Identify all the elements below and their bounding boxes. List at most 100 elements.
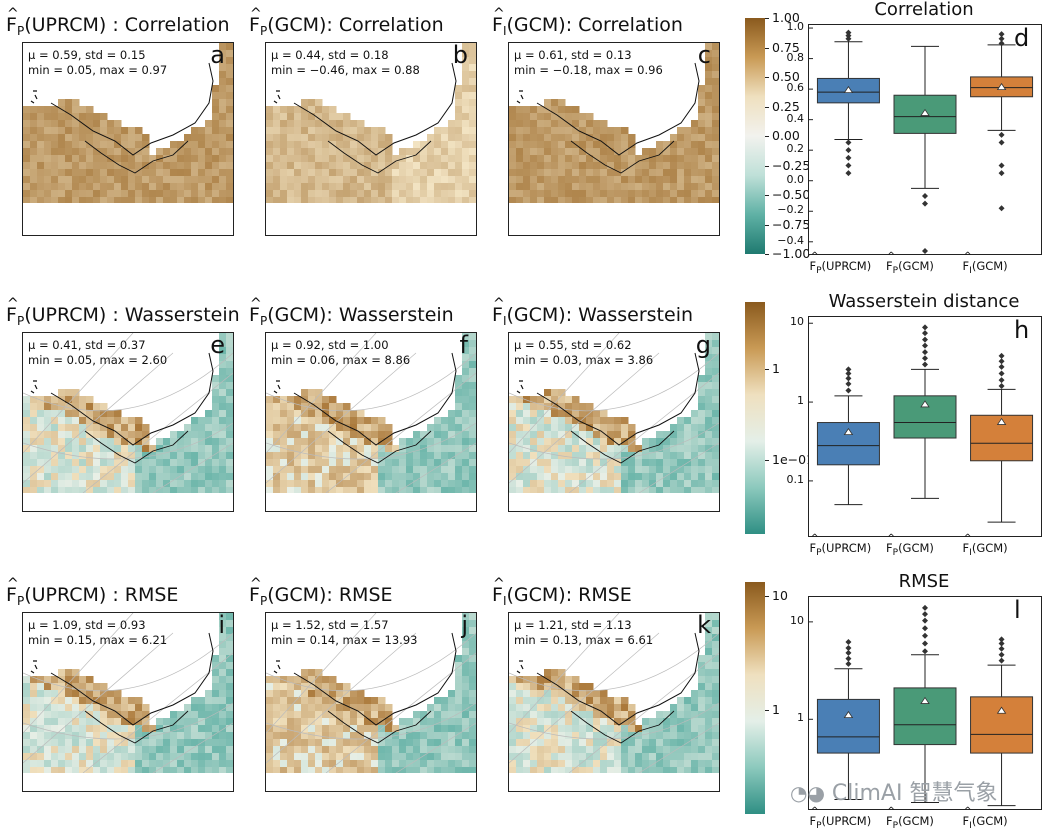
x-tick-F-hat: F xyxy=(886,806,895,828)
outlier-point xyxy=(922,355,928,362)
boxplot-panel-label: d xyxy=(1014,24,1030,52)
panel-title-k: FI(GCM): RMSE xyxy=(492,573,632,612)
panel-stats-mean-std: μ = 1.09, std = 0.93 xyxy=(28,618,146,632)
panel-stats-mean-std: μ = 0.55, std = 0.62 xyxy=(514,338,632,352)
outlier-point xyxy=(998,205,1005,212)
box-1 xyxy=(893,45,957,254)
outlier-point xyxy=(998,352,1005,359)
watermark-text: ClimAI 智慧气象 xyxy=(831,781,998,806)
mean-marker xyxy=(996,706,1007,714)
outlier-point xyxy=(845,387,852,394)
outlier-point xyxy=(922,604,928,611)
x-tick-source: (GCM) xyxy=(971,814,1008,828)
boxplot-panel-l xyxy=(808,596,1042,810)
panel-label: g xyxy=(695,332,711,359)
outlier-point xyxy=(998,645,1005,652)
colorbar-tick-mark xyxy=(765,369,769,371)
outlier-point xyxy=(998,358,1005,365)
watermark: ◔◕ ClimAI 智慧气象 xyxy=(790,775,997,807)
panel-label: c xyxy=(697,42,711,69)
y-tick-label: 0.0 xyxy=(786,172,805,186)
box-iqr xyxy=(816,698,880,754)
outlier-point xyxy=(998,31,1005,38)
panel-label: k xyxy=(697,612,711,639)
map-panel-g: μ = 0.55, std = 0.62 min = 0.03, max = 3.… xyxy=(508,332,720,512)
outlier-point xyxy=(922,247,928,254)
panel-stats-min-max: min = 0.14, max = 13.93 xyxy=(271,633,418,647)
panel-a-F-hat: F xyxy=(6,3,19,36)
boxplot-panel-label: h xyxy=(1014,316,1030,344)
panel-stats-mean-std: μ = 0.61, std = 0.13 xyxy=(514,48,632,62)
x-tick-F-hat: F xyxy=(886,533,895,555)
outlier-point xyxy=(922,632,928,639)
outlier-point xyxy=(845,644,852,651)
box-0 xyxy=(816,29,880,177)
outlier-point xyxy=(845,154,852,161)
outlier-point xyxy=(998,363,1005,370)
x-tick-source: (GCM) xyxy=(898,814,934,828)
x-tick-subscript: I xyxy=(969,266,972,276)
panel-title-a: FP(UPRCM) : Correlation xyxy=(6,3,230,42)
outlier-point xyxy=(922,192,928,199)
x-tick-source: (GCM) xyxy=(971,259,1008,273)
x-tick-subscript: P xyxy=(816,821,822,831)
box-1 xyxy=(893,324,957,499)
x-tick-F-hat: F xyxy=(963,533,972,555)
colorbar-tick-label: 0.50 xyxy=(772,69,800,84)
panel-j-F-hat: F xyxy=(249,573,262,606)
y-tick-label: 1 xyxy=(797,711,804,725)
outlier-point xyxy=(922,324,928,331)
outlier-point xyxy=(845,170,852,177)
panel-b-source: (GCM) xyxy=(267,14,327,36)
outlier-point xyxy=(922,349,928,356)
x-tick-subscript: I xyxy=(969,821,972,831)
boxplot-panel-h xyxy=(808,316,1042,537)
panel-b-metric: : Correlation xyxy=(326,14,444,36)
panel-label: a xyxy=(210,42,225,69)
outlier-point xyxy=(845,660,852,667)
outlier-point xyxy=(922,361,928,368)
outlier-point xyxy=(845,366,852,373)
panel-g-metric: : Wasserstein xyxy=(565,304,694,326)
colorbar-tick-mark xyxy=(765,47,769,49)
outlier-point xyxy=(922,625,928,632)
panel-label: e xyxy=(210,332,225,359)
panel-stats-min-max: min = −0.46, max = 0.88 xyxy=(271,63,420,77)
x-tick-F-hat: F xyxy=(809,251,818,273)
outlier-point xyxy=(998,162,1005,169)
outlier-point xyxy=(845,35,852,42)
map-panel-k: μ = 1.21, std = 1.13 min = 0.13, max = 6.… xyxy=(508,612,720,792)
panel-e-F-hat: F xyxy=(6,293,19,326)
colorbar-tick-label: 10 xyxy=(772,587,788,603)
map-field xyxy=(509,333,719,493)
x-tick-source: (GCM) xyxy=(971,541,1008,555)
box-1 xyxy=(893,604,957,803)
outlier-point xyxy=(922,342,928,349)
map-field xyxy=(266,613,476,773)
outlier-point xyxy=(845,375,852,382)
panel-stats-mean-std: μ = 1.21, std = 1.13 xyxy=(514,618,632,632)
panel-f-metric: : Wasserstein xyxy=(326,304,454,326)
panel-stats-mean-std: μ = 0.59, std = 0.15 xyxy=(28,48,146,62)
panel-i-source: (UPRCM) xyxy=(24,584,107,606)
panel-i-metric: : RMSE xyxy=(106,584,179,606)
x-tick-label: FP(UPRCM) xyxy=(809,806,871,831)
colorbar-rmse xyxy=(745,582,765,814)
colorbar-tick-mark xyxy=(765,136,769,137)
colorbar-tick-label: 1 xyxy=(772,361,780,377)
panel-c-subscript: I xyxy=(502,24,507,38)
map-field xyxy=(509,43,719,203)
colorbar-tick-label: 0.25 xyxy=(772,98,800,114)
boxplot-title: RMSE xyxy=(898,571,950,592)
outlier-point xyxy=(922,617,928,624)
x-tick-label: FP(UPRCM) xyxy=(809,533,871,558)
y-tick-label: 10 xyxy=(790,613,804,627)
outlier-point xyxy=(922,611,928,618)
panel-b-subscript: P xyxy=(259,24,268,38)
panel-j-source: (GCM) xyxy=(267,584,327,606)
map-panel-i: μ = 1.09, std = 0.93 min = 0.15, max = 6.… xyxy=(22,612,234,792)
panel-stats-min-max: min = 0.05, max = 0.97 xyxy=(28,63,168,77)
map-panel-j: μ = 1.52, std = 1.57 min = 0.14, max = 13… xyxy=(265,612,477,792)
colorbar-tick-mark xyxy=(765,18,769,19)
x-tick-label: FP(GCM) xyxy=(886,251,934,276)
